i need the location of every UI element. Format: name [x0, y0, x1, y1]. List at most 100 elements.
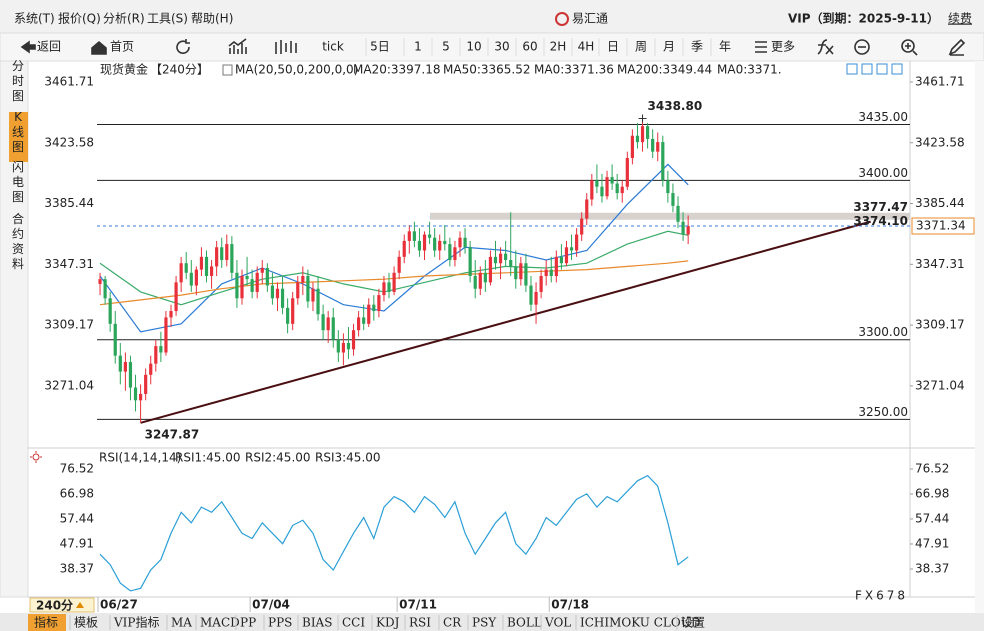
candle-body [235, 272, 239, 299]
level-label: 3377.47 [853, 200, 908, 214]
current-price-tag [911, 217, 975, 235]
legend-entry: MA20:3397.18 [353, 63, 441, 77]
candle-body [336, 339, 340, 353]
period-button[interactable]: 月 [663, 40, 675, 54]
bottom-tab[interactable]: CCI [342, 616, 365, 630]
home-button[interactable]: 首页 [110, 40, 134, 54]
bottom-tab[interactable]: 设置 [681, 616, 705, 630]
bottom-tab[interactable]: 模板 [74, 616, 98, 630]
candle-body [341, 342, 345, 353]
period-button[interactable]: 30 [494, 40, 509, 54]
candle-body [113, 323, 117, 356]
candle-body [514, 266, 518, 280]
period-button[interactable]: 日 [607, 40, 619, 54]
candle-body [255, 272, 259, 292]
candle-body [544, 269, 548, 276]
side-tab[interactable]: 闪电图 [12, 160, 24, 204]
side-tab[interactable]: 合约资料 [12, 211, 24, 271]
bottom-tab[interactable]: ICHIMOKU CLOUD [580, 616, 700, 630]
rsi-y-tick-label-right: 47.91 [915, 536, 949, 550]
vip-status: VIP（到期：2025-9-11） [788, 11, 939, 26]
renew-link[interactable]: 续费 [948, 12, 972, 26]
candle-body [402, 240, 406, 257]
bottom-tab[interactable]: MA [171, 616, 192, 630]
bottom-tab[interactable]: VIP指标 [113, 615, 159, 630]
bottom-bar [0, 613, 984, 631]
bottom-tab[interactable]: RSI [409, 616, 431, 630]
bottom-tab[interactable]: PPS [268, 616, 292, 630]
candle-body [351, 330, 356, 350]
period-button[interactable]: 2H [550, 40, 567, 54]
menu-item[interactable]: 报价(Q) [58, 11, 101, 26]
candle-body [422, 234, 427, 251]
candle-body [539, 275, 543, 292]
candle-body [397, 256, 401, 273]
back-button[interactable]: 返回 [37, 40, 61, 54]
more-button[interactable]: 更多 [771, 40, 795, 54]
period-selector[interactable]: 240分 [36, 598, 73, 613]
side-tab[interactable]: 分时图 [12, 59, 24, 103]
candle-body [483, 272, 487, 283]
period-button[interactable]: 年 [719, 40, 731, 54]
period-selector-box[interactable] [29, 597, 95, 613]
period-button[interactable]: 4H [578, 40, 595, 54]
candle-body [504, 253, 508, 261]
candle-body [174, 282, 178, 312]
level-label: 3435.00 [858, 110, 908, 124]
period-button[interactable]: 5日 [370, 40, 390, 54]
period-button[interactable]: tick [322, 40, 344, 54]
bottom-tab[interactable]: 指标 [34, 615, 58, 630]
bottom-tab[interactable]: BIAS [302, 616, 332, 630]
rsi-legend: RSI3:45.00 [315, 451, 381, 465]
side-tab[interactable]: K 线图 [12, 110, 24, 154]
bottom-tab[interactable]: PP [240, 616, 256, 630]
bottom-tab[interactable]: BOLL [507, 616, 542, 630]
candle-body [311, 288, 315, 302]
candle-body [225, 244, 229, 261]
candle-body [346, 342, 351, 350]
rsi-y-tick-label-right: 76.52 [915, 461, 949, 475]
menu-item[interactable]: 工具(S) [147, 12, 188, 26]
rsi-y-tick-label: 76.52 [60, 461, 94, 475]
y-tick-label-right: 3271.04 [915, 378, 965, 392]
candle-body [534, 291, 538, 305]
legend-tools [846, 63, 903, 75]
candle-body [438, 240, 442, 251]
ma-icon [222, 64, 233, 76]
candle-body [184, 263, 188, 273]
bottom-tab[interactable]: PSY [472, 616, 497, 630]
candle-body [296, 282, 300, 299]
candle-body [331, 317, 335, 340]
candle-body [128, 362, 133, 388]
menu-item[interactable]: 分析(R) [103, 12, 145, 26]
y-tick-label-right: 3423.58 [915, 135, 965, 149]
toolbar [0, 32, 984, 62]
candle-body [392, 272, 396, 292]
current-price-label: 3371.34 [916, 219, 966, 233]
candle-body [362, 317, 366, 324]
active-bottom-tab-bg [28, 614, 66, 631]
candle-body [265, 268, 269, 286]
period-button[interactable]: 5 [442, 40, 450, 54]
bottom-tab[interactable]: VOL [544, 616, 571, 630]
period-button[interactable]: 10 [466, 40, 481, 54]
period-button[interactable]: 季 [691, 40, 703, 54]
y-tick-label-right: 3461.71 [915, 74, 965, 88]
candle-body [169, 311, 173, 318]
candle-body [123, 362, 127, 372]
menu-item[interactable]: 帮助(H) [191, 12, 233, 26]
candle-body [519, 263, 523, 280]
candle-body [154, 346, 158, 364]
candle-body [610, 177, 614, 184]
period-button[interactable]: 60 [522, 40, 537, 54]
period-button[interactable]: 1 [414, 40, 422, 54]
bottom-tab[interactable]: CR [443, 616, 462, 630]
bottom-tab[interactable]: KDJ [376, 616, 400, 630]
bottom-tab[interactable]: MACD [200, 616, 240, 630]
period-button[interactable]: 周 [635, 40, 647, 54]
candle-body [372, 304, 376, 312]
menu-item[interactable]: 系统(T) [14, 12, 55, 26]
candle-body [443, 240, 447, 245]
candle-body [575, 234, 579, 251]
candle-body [458, 237, 462, 248]
